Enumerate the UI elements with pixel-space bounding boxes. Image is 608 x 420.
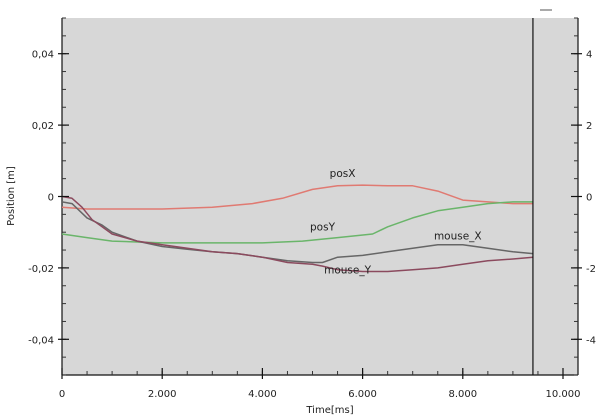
- series-label-mouse_X: mouse_X: [434, 230, 482, 242]
- y-tick-label: -0,04: [28, 335, 54, 346]
- y-tick-label: 0,04: [32, 50, 54, 61]
- series-line-mouse_Y: [61, 195, 533, 273]
- series-layer: [61, 184, 533, 273]
- x-tick-label: 4.000: [248, 389, 277, 400]
- y-tick-label: 0,02: [32, 121, 54, 132]
- series-label-posX: posX: [330, 168, 356, 180]
- tick-layer: 0,04 0,02 0 -0,02 -0,04 4 2 0 -2 -4 0 2.000 4.000 6.0…: [28, 50, 596, 400]
- x-tick-label: 10.000: [546, 389, 581, 400]
- plot-area: [62, 18, 578, 375]
- series-label-mouse_Y: mouse_Y: [324, 264, 371, 276]
- x-tick-label: 6.000: [348, 389, 377, 400]
- x-tick-label: 2.000: [148, 389, 177, 400]
- y2-tick-label: -2: [586, 264, 596, 275]
- y2-tick-label: 2: [586, 121, 592, 132]
- y2-tick-label: 0: [586, 193, 592, 204]
- series-line-mouse_X: [61, 201, 533, 264]
- series-line-posY: [61, 201, 533, 244]
- series-line-posX: [61, 184, 533, 210]
- series-label-posY: posY: [310, 221, 336, 233]
- x-tick-label: 0: [59, 389, 65, 400]
- y-tick-label: -0,02: [28, 264, 54, 275]
- y2-tick-label: 4: [586, 50, 592, 61]
- series-label-layer: posX posY mouse_X mouse_Y: [310, 168, 482, 276]
- y-tick-label: 0: [48, 193, 54, 204]
- x-axis-title: Time[ms]: [305, 405, 353, 416]
- y2-tick-label: -4: [586, 335, 596, 346]
- y-axis-title: Position [m]: [6, 166, 17, 226]
- x-tick-label: 8.000: [448, 389, 477, 400]
